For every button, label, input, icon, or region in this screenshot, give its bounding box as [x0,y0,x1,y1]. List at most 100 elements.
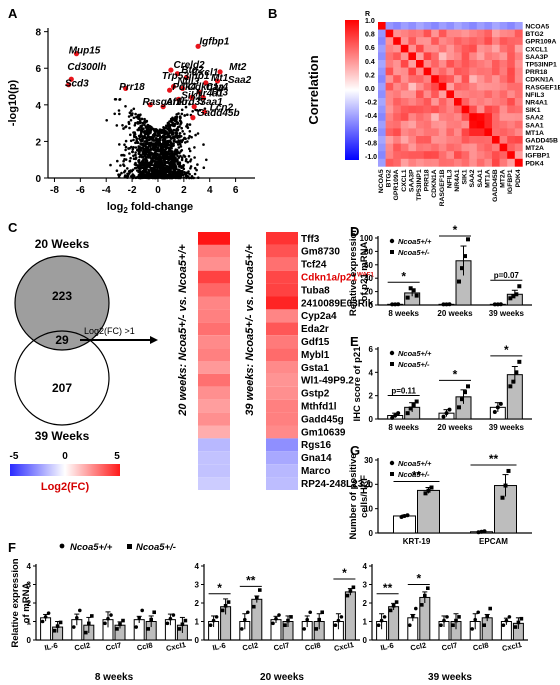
volcano-point [188,147,191,151]
correlation-cell [476,90,485,99]
correlation-cell [431,22,440,30]
data-point [466,384,470,389]
y-tick-label: 4 [195,562,200,571]
volcano-point [174,176,178,180]
volcano-point [157,165,161,169]
correlation-cell [476,158,485,167]
legend-het-label: Ncoa5+/- [398,248,430,257]
volcano-point [186,160,190,164]
volcano-point [159,136,162,139]
volcano-point [105,119,108,122]
legend-het-marker [390,472,394,476]
x-tick-label: Ccl8 [304,641,321,653]
volcano-point [129,133,132,137]
volcano-point [148,172,151,175]
correlation-cell [469,143,478,152]
data-point [411,288,416,293]
data-point [511,294,516,299]
volcano-significant-point [189,94,195,101]
volcano-point [183,132,186,136]
correlation-cell [423,128,432,137]
volcano-point [137,166,141,170]
correlation-cell [416,158,424,167]
correlation-cell [393,98,402,106]
legend-wt-marker [59,543,65,549]
data-point [508,384,513,389]
data-point [482,529,487,534]
data-point [390,302,395,307]
volcano-point [184,105,188,109]
correlation-cell [461,37,470,46]
volcano-point [169,154,172,157]
correlation-cell [431,158,440,167]
legend-wt-label: Ncoa5+/+ [70,542,113,553]
data-point [460,266,464,271]
volcano-significant-point [176,96,182,102]
correlation-scale-label: -0.6 [365,127,377,134]
correlation-cell [507,60,516,68]
volcano-point [138,115,141,119]
fc-cell-20-weeks [198,425,230,439]
data-point [165,621,170,626]
fc-col2-label: 39 weeks: Ncoa5+/- vs. Ncoa5+/+ [244,244,256,416]
correlation-cell [461,29,470,38]
correlation-cell [431,105,440,114]
volcano-significant-point [191,104,197,110]
volcano-gene-label: Ttf3 [210,88,229,99]
volcano-point [126,167,129,170]
volcano-point [174,118,178,121]
volcano-gene-label: Cdkn1a [188,82,225,93]
volcano-point [169,162,173,165]
fc-cell-39-weeks [266,270,298,284]
data-point [414,399,419,404]
fc-cell-20-weeks [198,309,230,323]
correlation-cell [507,22,516,30]
x-tick-label: Ccl2 [410,641,427,653]
correlation-cell [507,67,516,76]
volcano-point [167,140,171,143]
bar-chart-cytokine-mrna: Relative expression of mRNA Ncoa5+/+ Ncoa5+… [10,542,528,683]
correlation-col-label: IGFBP1 [507,169,514,194]
correlation-cell [492,120,500,129]
volcano-point [140,146,143,150]
correlation-cell [484,44,493,53]
fc-cell-39-weeks [266,296,298,310]
volcano-point [184,137,187,141]
correlation-cell [469,22,478,30]
significance-label: * [453,223,458,237]
volcano-point [179,164,183,168]
correlation-cell [461,151,470,160]
correlation-cell [431,75,440,84]
correlation-cell [416,113,424,122]
venn-bottom-count: 207 [52,381,72,395]
correlation-cell [454,82,462,91]
volcano-point [144,148,148,152]
data-point [336,618,341,623]
correlation-cell [385,29,394,38]
correlation-cell [431,37,440,46]
correlation-cell [499,37,508,46]
volcano-point [132,116,136,120]
volcano-point [143,117,146,121]
volcano-point [186,113,189,116]
data-point [405,411,410,416]
volcano-point [148,169,151,172]
data-point [414,606,418,611]
y-tick-label: 1 [195,618,200,627]
correlation-row-label: GPR109A [525,39,556,46]
correlation-cell [454,143,462,152]
data-point [391,603,396,608]
volcano-point [150,125,153,129]
volcano-point [179,116,182,119]
volcano-gene-label: Rasgef1b [142,97,187,108]
significance-label: ** [383,581,393,595]
correlation-cell [400,44,409,53]
correlation-cell [469,128,478,137]
fc-cell-20-weeks [198,232,230,245]
volcano-point [171,176,174,179]
correlation-cell [408,136,417,144]
correlation-cell [423,136,432,144]
volcano-point [127,147,130,150]
correlation-cell [469,44,478,53]
data-point [339,615,344,619]
